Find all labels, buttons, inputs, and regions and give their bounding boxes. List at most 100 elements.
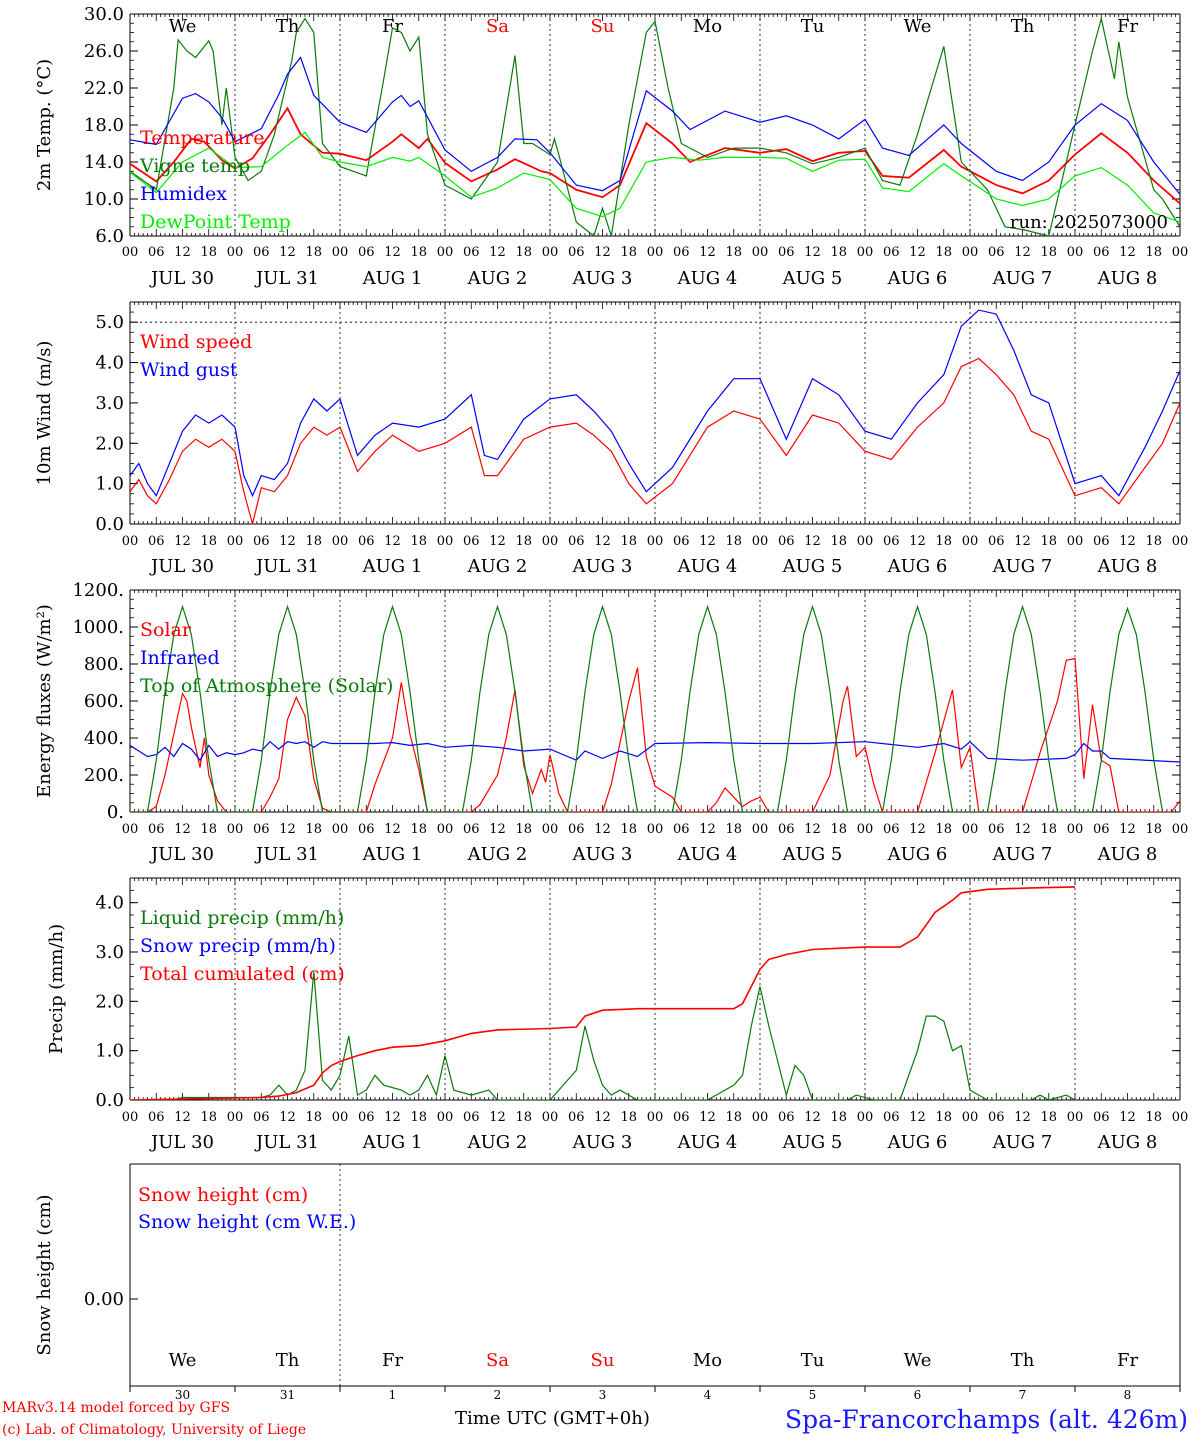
x-tick-label: 00 [437, 245, 454, 260]
x-tick-label: 18 [515, 1110, 532, 1125]
y-tick-label: 5.0 [95, 312, 124, 333]
x-tick-label: 18 [725, 1110, 742, 1125]
wind-panel: 00 06 12 18 JUL 30 00 06 12 18 JUL 31 00 06 12 18 AUG … [34, 301, 1188, 577]
weekday-label: Sa [486, 16, 509, 37]
x-tick-label: 12 [279, 245, 296, 260]
date-label: AUG 6 [887, 268, 948, 289]
date-label: AUG 1 [362, 844, 423, 865]
x-tick-label: 06 [358, 245, 375, 260]
legend-entry: Solar [140, 619, 192, 641]
x-tick-label: 18 [620, 245, 637, 260]
x-tick-label: 12 [174, 1110, 191, 1125]
x-tick-label: 18 [725, 822, 742, 837]
footer-copyright: (c) Lab. of Climatology, University of L… [2, 1422, 306, 1438]
x-tick-label: 12 [699, 1110, 716, 1125]
x-tick-label: 00 [647, 1110, 664, 1125]
x-tick-label: 18 [200, 822, 217, 837]
x-tick-label: 00 [1067, 534, 1084, 549]
y-tick-label: 3.0 [95, 942, 124, 963]
x-tick-label: 06 [673, 245, 690, 260]
date-label: JUL 31 [254, 844, 319, 865]
weekday-label: Th [1011, 1350, 1035, 1371]
x-tick-label: 06 [1093, 1110, 1110, 1125]
x-tick-label: 12 [1119, 245, 1136, 260]
x-tick-label: 06 [568, 1110, 585, 1125]
x-tick-label: 18 [935, 822, 952, 837]
y-tick-label: 30.0 [84, 4, 124, 25]
date-label: AUG 3 [572, 1132, 633, 1153]
x-tick-label: 00 [752, 1110, 769, 1125]
x-tick-label: 18 [1040, 534, 1057, 549]
x-tick-label: 12 [804, 822, 821, 837]
legend-entry: Wind gust [140, 359, 238, 381]
x-tick-label: 06 [1093, 534, 1110, 549]
x-tick-label: 18 [830, 245, 847, 260]
x-tick-label: 12 [174, 245, 191, 260]
x-tick-label: 00 [1067, 1110, 1084, 1125]
y-tick-label: 10.0 [84, 189, 124, 210]
x-tick-label: 00 [962, 1110, 979, 1125]
x-tick-label: 00 [857, 822, 874, 837]
x-tick-label: 12 [1014, 1110, 1031, 1125]
x-tick-label: 12 [699, 822, 716, 837]
x-tick-label: 06 [883, 822, 900, 837]
y-tick-label: 1000. [72, 617, 124, 638]
date-label: AUG 4 [677, 1132, 738, 1153]
date-label: AUG 4 [677, 844, 738, 865]
x-tick-label: 18 [935, 245, 952, 260]
y-axis-title: Energy fluxes (W/m²) [34, 604, 55, 798]
temperature-panel: 00 06 12 18 JUL 30 00 06 12 18 JUL 31 00 06 12 18 AUG … [34, 4, 1188, 289]
x-tick-label: 06 [253, 1110, 270, 1125]
series-line-dewpoint-temp [130, 131, 1180, 223]
date-label: AUG 3 [572, 844, 633, 865]
x-tick-label: 12 [384, 534, 401, 549]
x-tick-label: 00 [962, 822, 979, 837]
date-label: AUG 4 [677, 556, 738, 577]
date-label: AUG 8 [1097, 268, 1158, 289]
x-tick-label: 06 [463, 534, 480, 549]
x-tick-label: 06 [778, 534, 795, 549]
y-tick-label: 4.0 [95, 353, 124, 374]
series-line-humidex [130, 56, 1180, 195]
y-tick-label: 6.0 [95, 226, 124, 247]
weekday-label: Fr [1117, 16, 1138, 37]
x-tick-label: 00 [1172, 245, 1189, 260]
y-tick-label: 26.0 [84, 41, 124, 62]
y-axis-title: 10m Wind (m/s) [34, 341, 55, 486]
x-tick-label: 06 [463, 1110, 480, 1125]
x-tick-label: 18 [200, 245, 217, 260]
x-tick-label: 12 [1119, 1110, 1136, 1125]
x-tick-label: 18 [935, 534, 952, 549]
date-label: AUG 5 [782, 268, 843, 289]
weekday-label: Tu [801, 1350, 825, 1371]
x-tick-label: 00 [332, 822, 349, 837]
date-label: AUG 5 [782, 556, 843, 577]
x-tick-label: 12 [489, 534, 506, 549]
y-tick-label: 14.0 [84, 152, 124, 173]
x-tick-label: 00 [542, 534, 559, 549]
series-line-solar [130, 657, 1180, 812]
x-tick-label: 00 [1172, 822, 1189, 837]
meteogram-panels: 00 06 12 18 JUL 30 00 06 12 18 JUL 31 00 06 12 18 AUG … [34, 4, 1188, 1402]
x-tick-label: 06 [253, 534, 270, 549]
x-tick-label: 00 [122, 822, 139, 837]
x-tick-label: 18 [305, 822, 322, 837]
x-tick-label: 18 [620, 534, 637, 549]
x-tick-label: 12 [384, 1110, 401, 1125]
x-tick-label: 12 [489, 1110, 506, 1125]
date-label: AUG 1 [362, 1132, 423, 1153]
date-label: JUL 30 [149, 1132, 214, 1153]
x-tick-label: 12 [804, 1110, 821, 1125]
x-tick-label: 00 [752, 822, 769, 837]
x-tick-label: 12 [909, 822, 926, 837]
x-tick-label: 12 [594, 534, 611, 549]
x-tick-label: 00 [122, 245, 139, 260]
weekday-label: Fr [382, 1350, 403, 1371]
x-tick-label: 00 [332, 1110, 349, 1125]
precip-panel: 00 06 12 18 JUL 30 00 06 12 18 JUL 31 00 06 12 18 AUG … [46, 877, 1188, 1153]
x-tick-label: 06 [358, 822, 375, 837]
x-tick-label: 12 [489, 245, 506, 260]
snow-panel: 0.00 We 30 Th 31 Fr 1 Sa 2 Su 3 Mo 4 Tu 5 We 6 Th 7 Fr 8 Snow… [34, 1163, 1181, 1402]
date-label: AUG 8 [1097, 556, 1158, 577]
x-tick-label: 18 [515, 245, 532, 260]
